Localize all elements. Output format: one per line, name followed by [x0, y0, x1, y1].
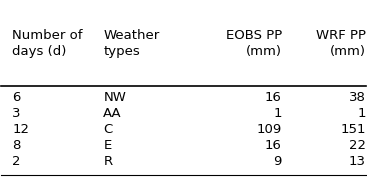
Text: 3: 3 [12, 107, 21, 120]
Text: Number of
days (d): Number of days (d) [12, 29, 83, 58]
Text: EOBS PP
(mm): EOBS PP (mm) [226, 29, 282, 58]
Text: 151: 151 [340, 123, 366, 136]
Text: C: C [103, 123, 113, 136]
Text: 9: 9 [273, 155, 282, 168]
Text: Weather
types: Weather types [103, 29, 160, 58]
Text: 1: 1 [357, 107, 366, 120]
Text: WRF PP
(mm): WRF PP (mm) [316, 29, 366, 58]
Text: 13: 13 [349, 155, 366, 168]
Text: 12: 12 [12, 123, 29, 136]
Text: 16: 16 [265, 91, 282, 104]
Text: 16: 16 [265, 139, 282, 152]
Text: AA: AA [103, 107, 122, 120]
Text: 2: 2 [12, 155, 21, 168]
Text: 109: 109 [257, 123, 282, 136]
Text: 38: 38 [349, 91, 366, 104]
Text: 8: 8 [12, 139, 21, 152]
Text: 6: 6 [12, 91, 21, 104]
Text: E: E [103, 139, 112, 152]
Text: R: R [103, 155, 113, 168]
Text: NW: NW [103, 91, 126, 104]
Text: 1: 1 [273, 107, 282, 120]
Text: 22: 22 [349, 139, 366, 152]
